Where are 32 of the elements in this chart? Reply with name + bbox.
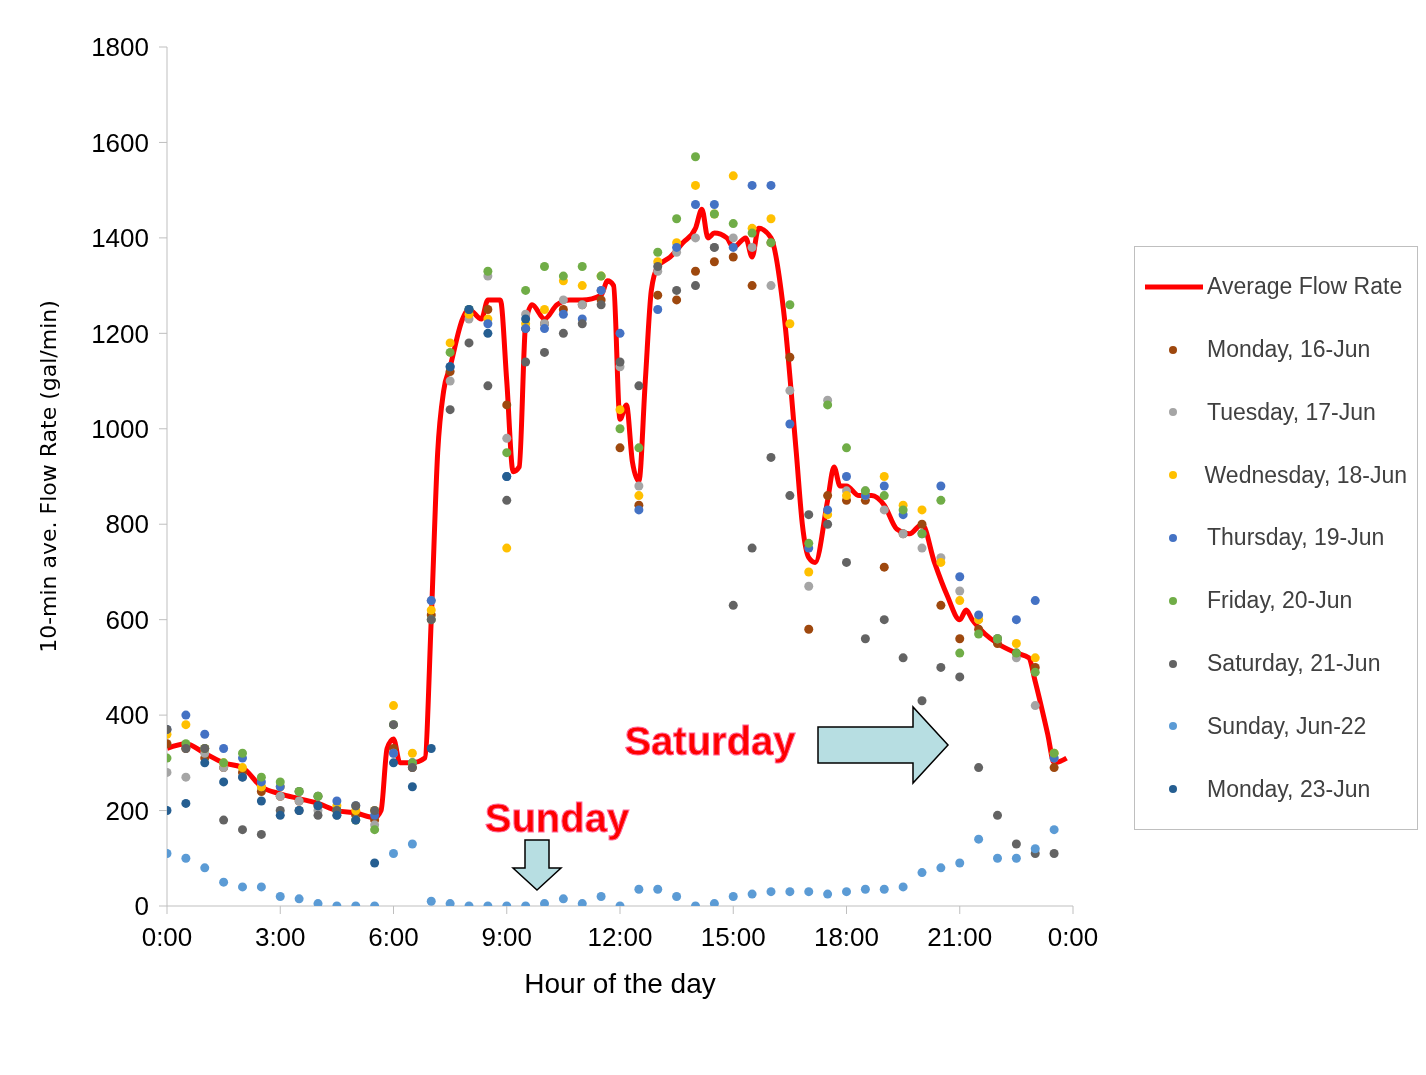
y-tick-label: 200 [105, 795, 149, 826]
y-tick-label: 1600 [91, 127, 149, 158]
legend-label: Monday, 23-Jun [1207, 775, 1371, 803]
x-tick-label: 0:00 [1047, 922, 1099, 953]
legend-label: Sunday, Jun-22 [1207, 712, 1367, 740]
y-tick-label: 1800 [91, 32, 149, 63]
y-tick-label: 1200 [91, 318, 149, 349]
annotation: Sunday [484, 796, 630, 840]
legend-label: Average Flow Rate [1207, 273, 1403, 301]
legend-label: Friday, 20-Jun [1207, 587, 1353, 615]
legend-label: Thursday, 19-Jun [1207, 524, 1385, 552]
legend-label: Monday, 16-Jun [1207, 336, 1371, 364]
x-tick-label: 6:00 [368, 922, 419, 953]
y-tick-label: 1000 [91, 414, 149, 445]
y-axis-title: 10-min ave. Flow Rate (gal/min) [35, 300, 61, 653]
legend-label: Tuesday, 17-Jun [1207, 398, 1376, 426]
annotation: Saturday [624, 719, 797, 763]
x-tick-label: 12:00 [587, 922, 653, 953]
x-tick-label: 0:00 [141, 922, 193, 953]
x-tick-label: 3:00 [254, 922, 306, 953]
legend-label: Saturday, 21-Jun [1207, 650, 1381, 678]
y-tick-label: 1400 [91, 223, 149, 254]
y-tick-label: 800 [105, 509, 149, 540]
y-tick-label: 400 [105, 700, 149, 731]
y-tick-label: 0 [134, 891, 149, 922]
x-tick-label: 21:00 [927, 922, 993, 953]
y-tick-label: 600 [105, 604, 149, 635]
legend-label: Wednesday, 18-Jun [1204, 461, 1407, 489]
x-tick-label: 15:00 [700, 922, 766, 953]
x-tick-label: 18:00 [813, 922, 880, 953]
x-tick-label: 9:00 [481, 922, 533, 953]
x-axis-title: Hour of the day [524, 968, 716, 999]
